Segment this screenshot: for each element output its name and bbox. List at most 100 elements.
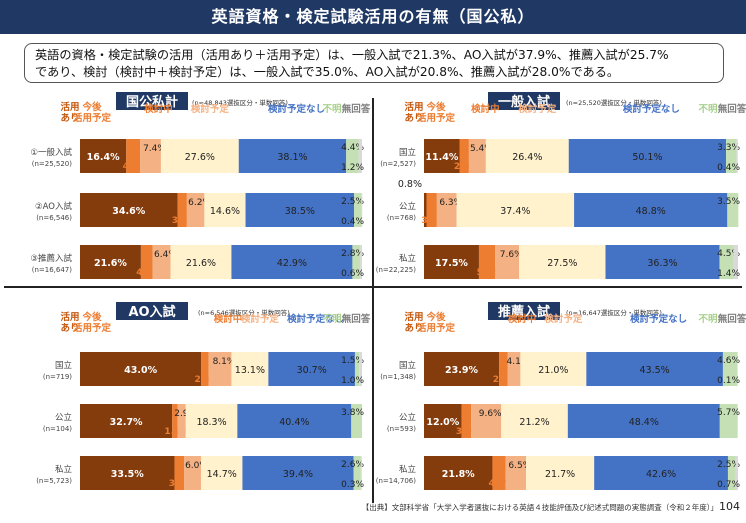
panel-3-category-2: 公立 [55, 412, 73, 423]
panel-2-category-n-3: (n=22,225) [376, 266, 417, 274]
panel-4-bar-1-2 [499, 352, 508, 386]
panel-4-bar-1-5 [586, 352, 723, 386]
panel-3-label-3-5: 39.4% [283, 469, 313, 480]
panel-1-bar-3-5 [231, 245, 353, 279]
panel-2-category-n-1: (n=2,527) [380, 160, 416, 168]
panel-4-bar-2-4 [501, 404, 568, 438]
panel-3-bar-2-4 [185, 404, 238, 438]
panel-4-label-1-5: 43.5% [640, 365, 670, 376]
panel-2-label-3-3: 7.6% [500, 250, 523, 260]
panel-2-category-3: 私立 [399, 253, 417, 264]
panel-2-bar-2-6 [727, 193, 739, 227]
panel-3-category-1: 国立 [55, 360, 73, 371]
panel-3-bar-1-3 [208, 352, 232, 386]
panel-3-bar-3-3 [184, 456, 201, 490]
panel-4-label-1-7: 0.1% [717, 376, 740, 386]
panel-1-note: (n=48,843選抜区分・単数回答) [192, 98, 288, 107]
panel-2-category-n-2: (n=768) [387, 214, 416, 222]
panel-1-bar-2-4 [204, 193, 246, 227]
panel-4-category-2: 公立 [399, 412, 417, 423]
panel-2-label-2-1: 0.8% [398, 179, 422, 190]
panel-2-legend-1: あり [404, 112, 423, 124]
panel-4-legend-5: 検討予定なし [630, 313, 687, 325]
panel-4-bar-2-6 [719, 404, 738, 438]
panel-1-bar-3-3 [152, 245, 171, 279]
panel-1-label-3-3: 6.4% [154, 250, 177, 260]
panel-2-legend-1: 活用 [404, 101, 423, 113]
panel-3-label-2-2: 1.9% [164, 427, 189, 437]
panel-4-legend-4: 検討予定 [544, 313, 583, 325]
panel-2-category-1: 国立 [399, 147, 417, 158]
panel-3-label-1-2: 2.6% [194, 375, 219, 385]
panel-3-legend-1: あり [60, 322, 79, 334]
panel-2-label-3-1: 17.5% [435, 258, 468, 269]
panel-1-title-box [116, 92, 188, 110]
panel-3-label-3-4: 14.7% [207, 469, 237, 480]
source-note: 【出典】文部科学省「大学入学者選抜における英語４技能評価及び記述式問題の実態調査… [361, 503, 718, 512]
panel-4-legend-6: 不明 [698, 314, 718, 325]
panel-4-label-3-5: 42.6% [646, 469, 676, 480]
panel-1-legend-3: 検討中 [144, 103, 173, 115]
panel-3-legend-2: 活用予定 [73, 322, 112, 334]
panel-4-legend-2: 活用予定 [417, 322, 456, 334]
panel-3-bar-1-1 [80, 352, 202, 386]
panel-4-bar-1-3 [507, 352, 521, 386]
panel-2-bar-1-2 [459, 139, 469, 173]
panel-4-label-2-3: 9.6% [479, 409, 502, 419]
panel-3-title: AO入試 [128, 304, 175, 320]
panel-2-label-3-2: 5.2% [477, 268, 502, 278]
panel-1-bar-2-3 [186, 193, 205, 227]
panel-3-note: (n=6,546選抜区分・単数回答) [198, 308, 290, 317]
panel-1-label-2-5: 38.5% [285, 206, 315, 217]
panel-3-label-3-6: 2.6% [341, 460, 364, 470]
panel-1-bar-1-2 [126, 139, 141, 173]
panel-4-label-3-4: 21.7% [545, 469, 575, 480]
panel-1-bar-3-7 [360, 245, 362, 279]
panel-1-label-1-7: 1.2% [341, 163, 364, 173]
panel-1-bar-1-1 [80, 139, 127, 173]
panel-3-legend-4: 検討予定 [241, 313, 280, 325]
panel-4-category-1: 国立 [399, 360, 417, 371]
panel-2-label-3-6: 4.5% [717, 249, 740, 259]
panel-1-label-1-2: 4.9% [123, 162, 148, 172]
page-number: 104 [719, 500, 740, 513]
panel-3-legend-1: 活用 [60, 311, 79, 323]
panel-2-legend-2: 活用予定 [417, 112, 456, 124]
panel-3-legend-3: 検討中 [214, 313, 243, 325]
panel-4-bar-1-6 [722, 352, 738, 386]
panel-3-bar-3-1 [80, 456, 175, 490]
panel-1-bar-2-7 [361, 193, 363, 227]
panel-2-bar-1-5 [568, 139, 727, 173]
panel-2-label-2-6: 3.5% [717, 197, 740, 207]
panel-3-bar-3-2 [174, 456, 185, 490]
panel-4-bar-3-3 [505, 456, 527, 490]
panel-3-label-1-1: 43.0% [124, 365, 157, 376]
panel-1-label-2-3: 6.2% [188, 198, 211, 208]
panel-1-label-2-2: 3.3% [172, 216, 197, 226]
summary-line-1: 英語の資格・検定試験の活用（活用あり＋活用予定）は、一般入試で21.3%、AO入… [35, 48, 669, 62]
panel-1-bar-3-1 [80, 245, 141, 279]
panel-4-label-1-2: 2.7% [493, 375, 518, 385]
panel-3-bar-3-4 [200, 456, 243, 490]
panel-4-legend-7: 無回答 [718, 313, 746, 325]
panel-3-bar-2-3 [177, 404, 186, 438]
panel-3-label-1-4: 13.1% [235, 365, 265, 376]
panel-4-category-n-2: (n=593) [387, 425, 416, 433]
panel-4-label-3-6: 2.5% [717, 460, 740, 470]
panel-1-bar-2-2 [177, 193, 187, 227]
summary-box: 英語の資格・検定試験の活用（活用あり＋活用予定）は、一般入試で21.3%、AO入… [24, 43, 724, 83]
panel-3-bar-2-6 [351, 404, 362, 438]
panel-3-bar-1-6 [354, 352, 360, 386]
panel-2-bar-2-1 [424, 193, 427, 227]
panel-4-bar-1-4 [520, 352, 587, 386]
panel-1-label-1-4: 27.6% [185, 152, 215, 163]
panel-3-label-3-1: 33.5% [111, 469, 144, 480]
panel-4-bar-3-6 [727, 456, 736, 490]
panel-2-bar-1-4 [485, 139, 569, 173]
panel-1-category-1: ①一般入試 [30, 147, 72, 158]
panel-3-label-1-7: 1.0% [341, 376, 364, 386]
panel-2-bar-1-1 [424, 139, 460, 173]
panel-3-category-n-3: (n=5,723) [36, 477, 72, 485]
panel-2-label-1-4: 26.4% [512, 152, 542, 163]
